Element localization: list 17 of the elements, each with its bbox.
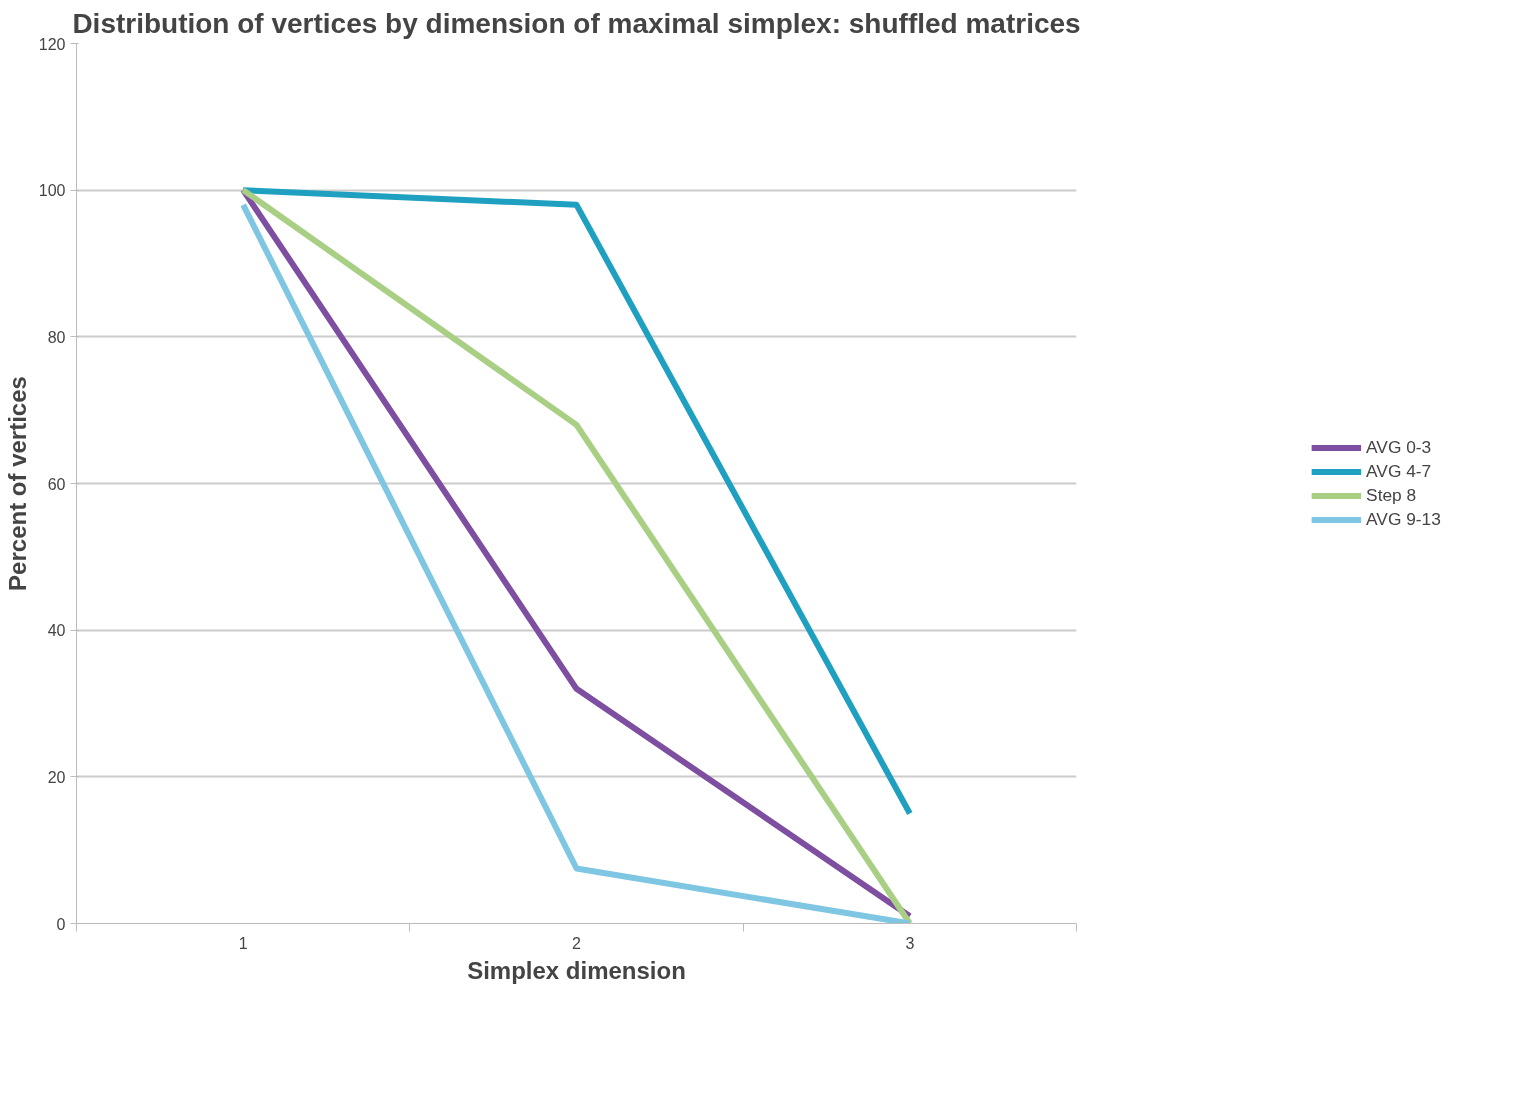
legend-label: AVG 9-13	[1366, 508, 1441, 530]
y-tick-label: 120	[38, 35, 66, 53]
x-tick-label: 1	[238, 934, 248, 952]
y-tick-label: 20	[47, 768, 66, 786]
legend-label: Step 8	[1366, 484, 1417, 506]
y-tick-label: 60	[47, 475, 66, 493]
legend-label: AVG 4-7	[1366, 460, 1432, 482]
x-tick-label: 3	[905, 934, 915, 952]
y-tick-label: 0	[56, 915, 66, 933]
y-tick-label: 40	[47, 622, 66, 640]
y-axis-title: Percent of vertices	[3, 376, 31, 591]
x-tick-label: 2	[572, 934, 582, 952]
y-tick-label: 80	[47, 328, 66, 346]
x-axis-title: Simplex dimension	[467, 956, 686, 984]
chart-title: Distribution of vertices by dimension of maximal simplex: shuffled matrices	[72, 7, 1081, 39]
y-tick-label: 100	[38, 182, 66, 200]
legend-label: AVG 0-3	[1366, 436, 1432, 458]
